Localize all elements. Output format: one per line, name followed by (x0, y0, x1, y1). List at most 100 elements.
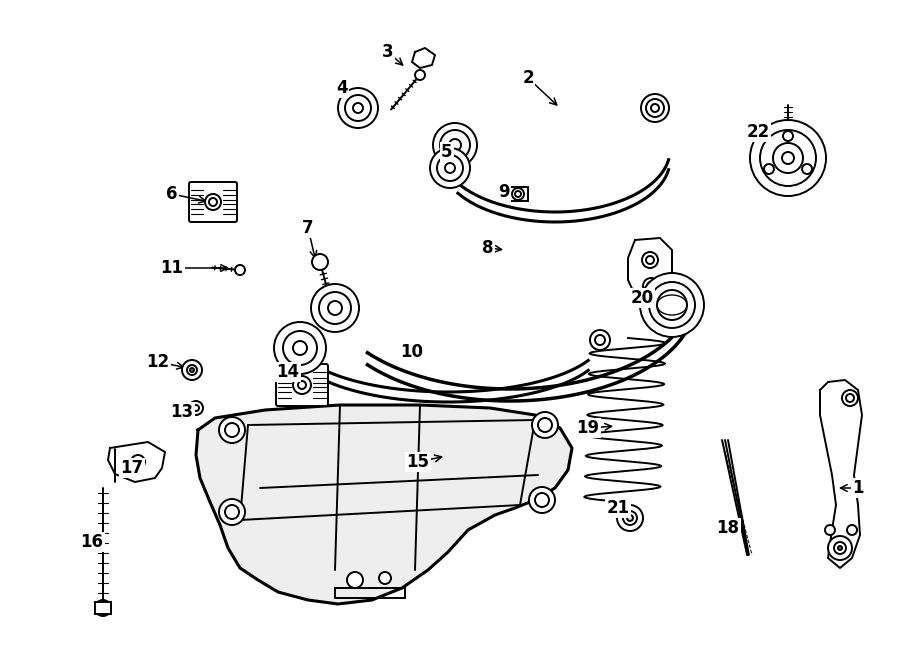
Circle shape (529, 487, 555, 513)
Circle shape (515, 191, 521, 197)
Circle shape (847, 525, 857, 535)
Circle shape (433, 123, 477, 167)
Circle shape (783, 131, 793, 141)
Text: 7: 7 (302, 219, 314, 237)
Circle shape (95, 600, 111, 616)
Circle shape (647, 282, 655, 290)
Circle shape (193, 405, 199, 411)
Circle shape (135, 459, 141, 465)
Circle shape (430, 148, 470, 188)
Circle shape (838, 546, 842, 550)
Circle shape (219, 417, 245, 443)
Polygon shape (412, 48, 435, 68)
Polygon shape (628, 238, 672, 300)
Circle shape (595, 335, 605, 345)
Polygon shape (196, 405, 572, 604)
Circle shape (353, 103, 363, 113)
Text: 8: 8 (482, 239, 494, 257)
Text: 19: 19 (576, 419, 599, 437)
Circle shape (182, 360, 202, 380)
Text: 6: 6 (166, 185, 178, 203)
Circle shape (640, 273, 704, 337)
Polygon shape (108, 442, 165, 482)
Text: 16: 16 (80, 533, 104, 551)
Text: 1: 1 (852, 479, 864, 497)
Circle shape (646, 99, 664, 117)
Circle shape (189, 401, 203, 415)
Text: 10: 10 (400, 343, 424, 361)
Circle shape (750, 120, 826, 196)
Circle shape (235, 265, 245, 275)
Circle shape (312, 254, 328, 270)
Circle shape (445, 163, 455, 173)
Circle shape (846, 394, 854, 402)
Circle shape (825, 525, 835, 535)
Text: 2: 2 (522, 69, 534, 87)
Circle shape (131, 455, 145, 469)
Text: 18: 18 (716, 519, 740, 537)
Circle shape (190, 368, 194, 372)
Circle shape (225, 423, 239, 437)
Circle shape (764, 164, 774, 174)
Text: 3: 3 (382, 43, 394, 61)
Circle shape (440, 130, 470, 160)
Circle shape (225, 505, 239, 519)
FancyBboxPatch shape (95, 602, 111, 614)
Circle shape (617, 505, 643, 531)
Circle shape (802, 164, 812, 174)
Circle shape (538, 418, 552, 432)
Text: 12: 12 (147, 353, 169, 371)
Circle shape (449, 139, 461, 151)
Text: 20: 20 (630, 289, 653, 307)
Circle shape (283, 331, 317, 365)
Text: 4: 4 (337, 79, 347, 97)
Text: 14: 14 (276, 363, 300, 381)
Circle shape (642, 252, 658, 268)
Circle shape (319, 292, 351, 324)
Circle shape (641, 94, 669, 122)
Circle shape (205, 194, 221, 210)
Circle shape (834, 542, 846, 554)
Circle shape (623, 511, 637, 525)
Text: 11: 11 (160, 259, 184, 277)
Circle shape (535, 493, 549, 507)
Circle shape (219, 499, 245, 525)
Circle shape (379, 572, 391, 584)
Circle shape (760, 130, 816, 186)
Circle shape (298, 381, 306, 389)
Circle shape (512, 188, 524, 200)
FancyBboxPatch shape (508, 187, 528, 201)
Text: 17: 17 (121, 459, 144, 477)
Circle shape (347, 572, 363, 588)
Text: 22: 22 (746, 123, 769, 141)
Text: 9: 9 (499, 183, 509, 201)
Circle shape (274, 322, 326, 374)
Circle shape (187, 365, 197, 375)
Circle shape (643, 278, 659, 294)
Circle shape (437, 155, 463, 181)
Circle shape (627, 515, 633, 521)
Circle shape (828, 536, 852, 560)
Circle shape (842, 390, 858, 406)
Circle shape (293, 376, 311, 394)
Circle shape (209, 198, 217, 206)
Circle shape (293, 341, 307, 355)
Circle shape (345, 95, 371, 121)
Circle shape (311, 284, 359, 332)
Circle shape (328, 301, 342, 315)
Circle shape (651, 104, 659, 112)
Polygon shape (820, 380, 862, 568)
Circle shape (649, 282, 695, 328)
Circle shape (415, 70, 425, 80)
Text: 15: 15 (407, 453, 429, 471)
Text: 21: 21 (607, 499, 630, 517)
Circle shape (646, 256, 654, 264)
Circle shape (338, 88, 378, 128)
Text: 5: 5 (441, 143, 453, 161)
FancyBboxPatch shape (189, 182, 237, 222)
FancyBboxPatch shape (276, 364, 328, 406)
Circle shape (773, 143, 803, 173)
Circle shape (590, 330, 610, 350)
Circle shape (657, 290, 687, 320)
Circle shape (532, 412, 558, 438)
